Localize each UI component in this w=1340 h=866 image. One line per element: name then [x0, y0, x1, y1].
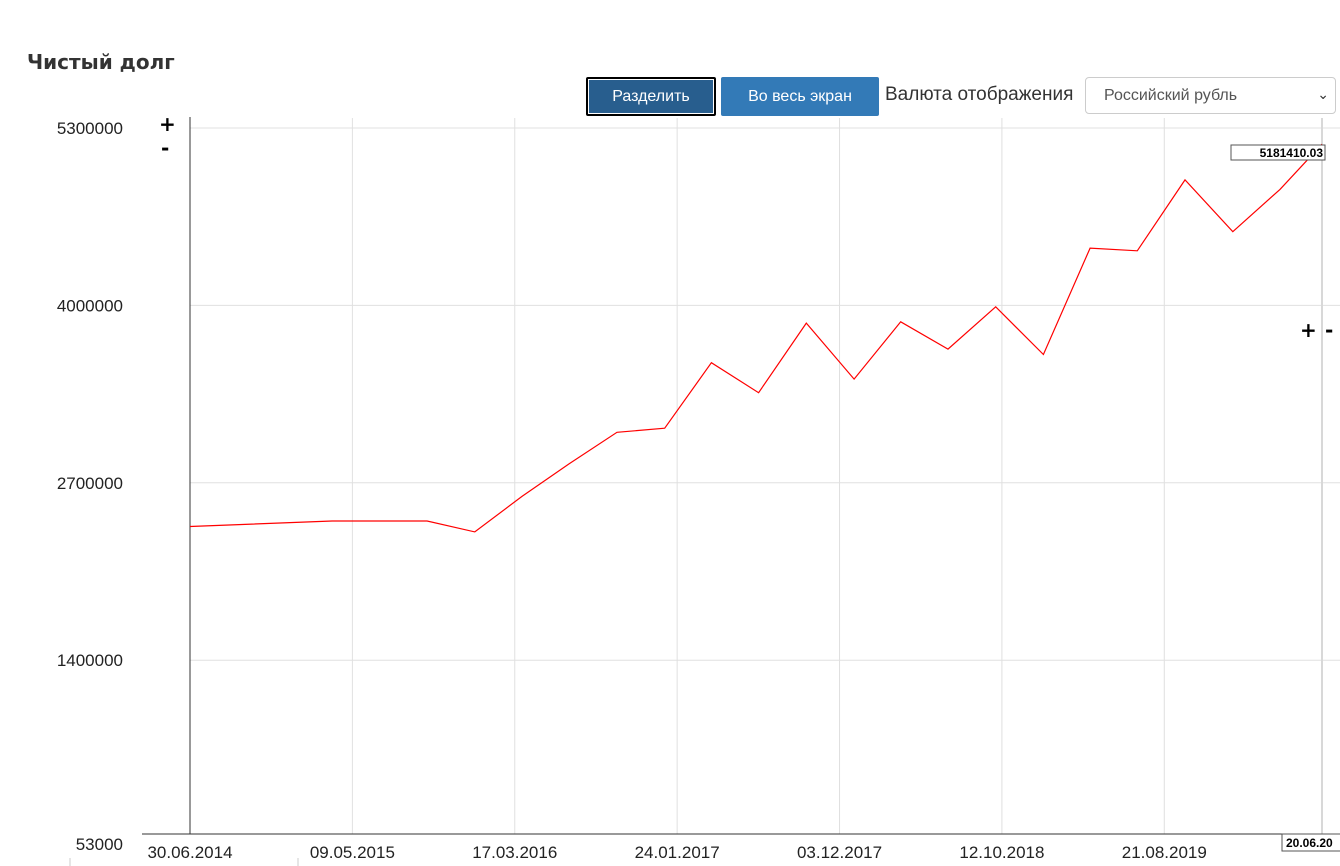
x-tick-label: 30.06.2014 — [147, 843, 232, 862]
data-point — [377, 519, 382, 524]
cursor-date-label: 20.06.20 — [1286, 836, 1333, 850]
data-point — [709, 360, 714, 365]
currency-label: Валюта отображения — [885, 84, 1074, 105]
cursor-value-box — [1230, 144, 1326, 161]
data-point — [804, 321, 809, 326]
currency-select-value: Российский рубль — [1104, 86, 1238, 104]
data-point — [662, 426, 667, 431]
data-point — [1135, 248, 1140, 253]
data-point — [756, 390, 761, 395]
y-zoom-out-button[interactable]: - — [161, 136, 170, 160]
split-button[interactable]: Разделить — [586, 77, 716, 116]
data-point — [945, 347, 950, 352]
y-tick-label: 4000000 — [57, 296, 123, 315]
cursor-value-label: 5181410.03 — [1260, 146, 1324, 160]
data-point — [614, 430, 619, 435]
data-point — [852, 377, 857, 382]
x-tick-label: 24.01.2017 — [635, 843, 720, 862]
data-point — [520, 494, 525, 499]
y-zoom-in-button[interactable]: + — [159, 112, 176, 136]
y-tick-label: 2700000 — [57, 474, 123, 493]
x-tick-label: 03.12.2017 — [797, 843, 882, 862]
data-point — [188, 524, 193, 529]
x-tick-label: 17.03.2016 — [472, 843, 557, 862]
data-point — [567, 461, 572, 466]
x-tick-label: 12.10.2018 — [959, 843, 1044, 862]
data-point — [425, 519, 430, 524]
data-point — [993, 304, 998, 309]
data-point — [1277, 187, 1282, 192]
data-point — [472, 529, 477, 534]
data-point — [330, 519, 335, 524]
fullscreen-button[interactable]: Во весь экран — [721, 77, 879, 116]
x-tick-label: 21.08.2019 — [1122, 843, 1207, 862]
currency-select[interactable]: Российский рубль ⌄ — [1085, 77, 1336, 114]
data-point — [1041, 352, 1046, 357]
chevron-down-icon: ⌄ — [1317, 86, 1329, 102]
page-title: Чистый долг — [27, 50, 175, 74]
net-debt-series-line — [189, 143, 1323, 533]
data-point — [1183, 177, 1188, 182]
x-zoom-out-button[interactable]: - — [1325, 318, 1334, 342]
data-point — [1230, 229, 1235, 234]
y-tick-label: 5300000 — [57, 119, 123, 138]
x-tick-label: 09.05.2015 — [310, 843, 395, 862]
x-zoom-in-button[interactable]: + — [1300, 318, 1317, 342]
y-tick-label: 1400000 — [57, 651, 123, 670]
data-point — [898, 319, 903, 324]
data-point — [1088, 246, 1093, 251]
cursor-date-box — [1281, 833, 1340, 852]
y-tick-label: 53000 — [76, 835, 123, 854]
